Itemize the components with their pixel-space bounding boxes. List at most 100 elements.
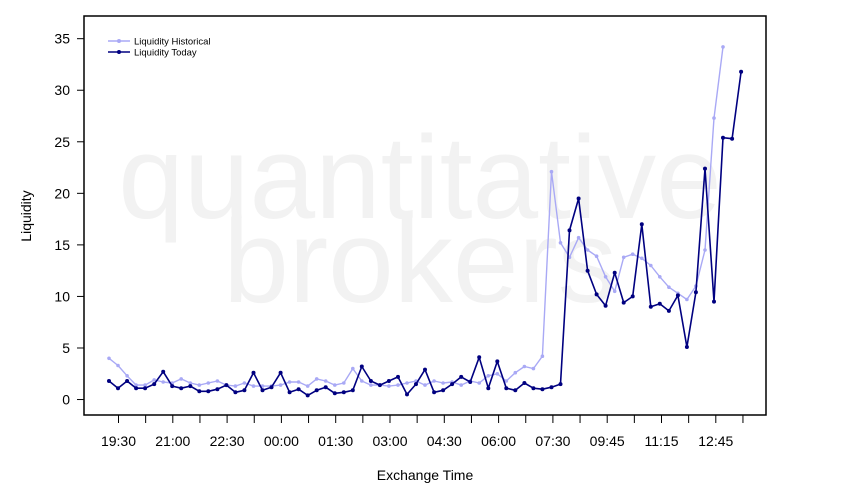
historical-point [685, 297, 689, 302]
today-point [657, 301, 662, 306]
today-point [621, 300, 626, 305]
y-tick-label: 25 [54, 134, 70, 150]
today-point [269, 385, 274, 390]
historical-point [495, 372, 500, 376]
today-point [377, 383, 382, 388]
today-point [170, 384, 175, 389]
today-point [639, 222, 644, 227]
historical-point [658, 275, 662, 279]
historical-point [621, 255, 626, 260]
today-point [359, 364, 364, 369]
historical-point [323, 379, 328, 383]
today-point [739, 69, 744, 74]
today-point [143, 386, 148, 391]
x-tick-label: 22:30 [210, 433, 245, 449]
legend-marker-today [117, 50, 121, 54]
today-point [585, 268, 590, 273]
today-point [242, 388, 247, 393]
today-point [125, 379, 130, 383]
today-point [441, 388, 446, 393]
historical-point [405, 381, 409, 385]
historical-point [603, 275, 608, 279]
y-axis-title: Liquidity [18, 190, 34, 241]
today-point [603, 303, 608, 308]
historical-point [125, 374, 129, 378]
plot-frame [83, 15, 767, 416]
today-point [666, 308, 671, 313]
today-point [495, 359, 500, 364]
historical-point [585, 248, 590, 252]
today-point [405, 392, 409, 397]
today-point [368, 379, 373, 383]
today-point [459, 374, 464, 379]
today-point [675, 293, 680, 298]
historical-point [116, 363, 120, 368]
today-point [721, 135, 725, 140]
today-point [233, 390, 238, 395]
historical-point [640, 256, 644, 261]
today-point [730, 136, 735, 141]
historical-point [369, 383, 373, 387]
x-tick-label: 04:30 [427, 433, 462, 449]
today-point [323, 385, 328, 390]
today-point [197, 389, 202, 394]
today-point [648, 304, 653, 309]
x-tick-label: 06:00 [481, 433, 516, 449]
today-point [432, 390, 437, 395]
historical-point [649, 263, 653, 268]
historical-point [179, 377, 183, 381]
today-point [540, 387, 545, 392]
historical-point [459, 383, 464, 387]
historical-point [594, 254, 599, 258]
today-point [703, 166, 707, 171]
today-point [287, 390, 292, 395]
today-point [396, 374, 400, 379]
today-point [161, 369, 166, 374]
today-point [332, 391, 337, 396]
today-point [477, 355, 482, 360]
x-tick-label: 21:00 [155, 433, 190, 449]
x-tick-label: 11:15 [645, 433, 679, 449]
today-point [314, 388, 319, 393]
historical-point [486, 374, 491, 378]
historical-point [441, 381, 445, 385]
today-point [712, 299, 716, 304]
today-point [468, 380, 473, 384]
today-point [152, 382, 157, 387]
today-point [206, 389, 211, 394]
historical-point [333, 383, 337, 387]
historical-point [531, 366, 536, 371]
legend: Liquidity Historical Liquidity Today [108, 37, 211, 59]
historical-point [134, 383, 138, 387]
historical-point [314, 377, 319, 381]
y-tick-label: 0 [62, 392, 70, 408]
x-tick-label: 03:00 [372, 433, 407, 449]
y-tick-label: 35 [54, 31, 70, 47]
today-point [684, 345, 689, 349]
historical-point [305, 384, 310, 388]
historical-point [152, 378, 156, 382]
historical-point [188, 381, 193, 385]
legend-label-today: Liquidity Today [134, 48, 197, 59]
historical-point [278, 383, 283, 387]
historical-point [161, 380, 165, 384]
today-point [513, 388, 518, 393]
today-point [504, 386, 509, 391]
today-point [558, 382, 563, 387]
today-point [486, 386, 491, 391]
y-tick-label: 15 [54, 237, 70, 253]
historical-point [721, 45, 725, 49]
historical-point [233, 384, 238, 388]
today-point [630, 294, 635, 299]
today-point [522, 381, 527, 385]
historical-point [296, 380, 301, 384]
historical-point [351, 366, 355, 371]
x-tick-label: 07:30 [535, 433, 570, 449]
historical-point [513, 370, 518, 375]
today-point [567, 228, 572, 233]
today-point [251, 370, 256, 375]
historical-point [432, 379, 436, 383]
historical-point [576, 235, 581, 240]
today-point [296, 387, 301, 392]
historical-point [342, 381, 346, 385]
